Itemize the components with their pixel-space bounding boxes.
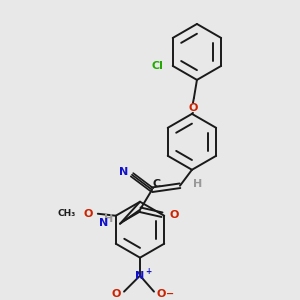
Text: N: N (119, 167, 128, 177)
Text: −: − (166, 289, 174, 298)
Text: O: O (188, 103, 198, 113)
Text: N: N (135, 271, 145, 281)
Text: O: O (170, 210, 179, 220)
Text: CH₃: CH₃ (58, 209, 76, 218)
Text: O: O (157, 289, 166, 298)
Text: O: O (112, 289, 121, 298)
Text: Cl: Cl (152, 61, 164, 71)
Text: C: C (153, 179, 161, 189)
Text: H: H (104, 214, 113, 224)
Text: N: N (99, 218, 108, 228)
Text: O: O (83, 209, 93, 219)
Text: +: + (145, 267, 151, 276)
Text: H: H (193, 179, 202, 189)
